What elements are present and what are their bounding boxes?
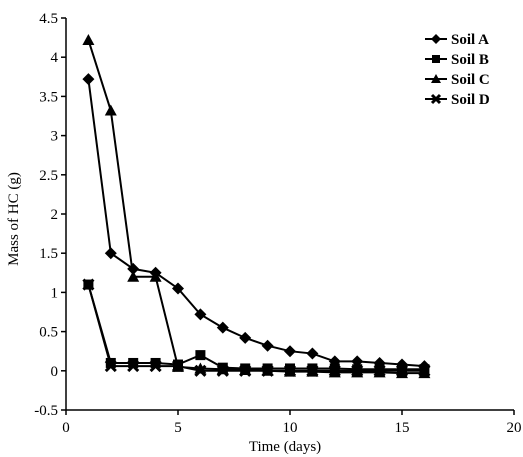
data-point — [172, 282, 184, 295]
data-point — [431, 34, 441, 44]
x-tick-label: 5 — [174, 420, 182, 436]
y-tick-label: 1 — [51, 285, 59, 301]
data-point — [104, 360, 117, 373]
legend-label: Soil A — [451, 32, 489, 48]
data-point — [261, 364, 274, 377]
data-point — [82, 73, 95, 86]
data-point — [82, 33, 95, 45]
data-point — [351, 364, 364, 377]
data-point — [283, 364, 297, 377]
data-point — [306, 364, 319, 377]
legend-label: Soil D — [451, 92, 490, 108]
series-line — [87, 39, 425, 375]
data-point — [284, 345, 296, 358]
data-point — [432, 55, 440, 63]
data-point — [149, 360, 162, 373]
data-point — [149, 270, 162, 282]
y-tick-label: 3 — [51, 129, 59, 145]
y-tick-label: -0.5 — [34, 403, 58, 419]
series-soil-d — [82, 278, 431, 377]
y-tick-label: 0.5 — [39, 325, 58, 341]
data-point — [261, 339, 274, 352]
y-tick-label: 4 — [51, 50, 59, 66]
data-point — [418, 364, 431, 377]
legend: Soil A Soil B Soil C Soil D — [425, 32, 490, 108]
series-soil-c — [82, 33, 431, 379]
y-tick-label: 3.5 — [39, 89, 58, 105]
series-layer — [82, 33, 431, 379]
legend-item: Soil C — [425, 72, 490, 88]
x-tick-label: 10 — [283, 420, 298, 436]
series-line — [87, 284, 425, 371]
y-ticks: -0.5 0 0.5 1 1.5 2 2.5 3 3.5 4 4.5 — [34, 11, 66, 419]
data-point — [395, 364, 409, 377]
y-tick-label: 4.5 — [39, 11, 58, 27]
data-point — [216, 364, 229, 377]
x-tick-label: 20 — [507, 420, 522, 436]
y-tick-label: 1.5 — [39, 246, 58, 262]
data-point — [150, 357, 161, 368]
legend-label: Soil B — [451, 52, 489, 68]
legend-label: Soil C — [451, 72, 490, 88]
data-point — [104, 104, 117, 116]
x-ticks: 0 5 10 15 20 — [62, 410, 522, 436]
y-tick-label: 2.5 — [39, 168, 58, 184]
series-line — [87, 79, 425, 368]
data-point — [104, 247, 117, 260]
data-point — [430, 93, 442, 105]
data-point — [216, 321, 229, 334]
data-point — [127, 262, 140, 275]
data-point — [431, 74, 441, 83]
data-point — [194, 364, 207, 377]
y-tick-label: 0 — [51, 364, 59, 380]
legend-item: Soil D — [425, 92, 490, 108]
data-point — [239, 331, 252, 344]
data-point — [127, 360, 140, 373]
data-point — [306, 347, 319, 360]
data-point — [373, 364, 386, 377]
data-point — [171, 360, 185, 373]
x-axis-label: Time (days) — [249, 439, 321, 455]
data-point — [328, 364, 341, 377]
legend-item: Soil B — [425, 52, 489, 68]
data-point — [82, 278, 95, 291]
y-tick-label: 2 — [51, 207, 59, 223]
data-point — [195, 350, 206, 361]
legend-item: Soil A — [425, 32, 489, 48]
x-tick-label: 0 — [62, 420, 70, 436]
data-point — [239, 364, 252, 377]
series-line — [87, 284, 425, 372]
y-axis-label: Mass of HC (g) — [6, 172, 22, 266]
series-soil-a — [82, 73, 431, 373]
x-tick-label: 15 — [395, 420, 410, 436]
data-point — [194, 308, 207, 321]
data-point — [127, 270, 140, 282]
data-point — [128, 357, 139, 368]
